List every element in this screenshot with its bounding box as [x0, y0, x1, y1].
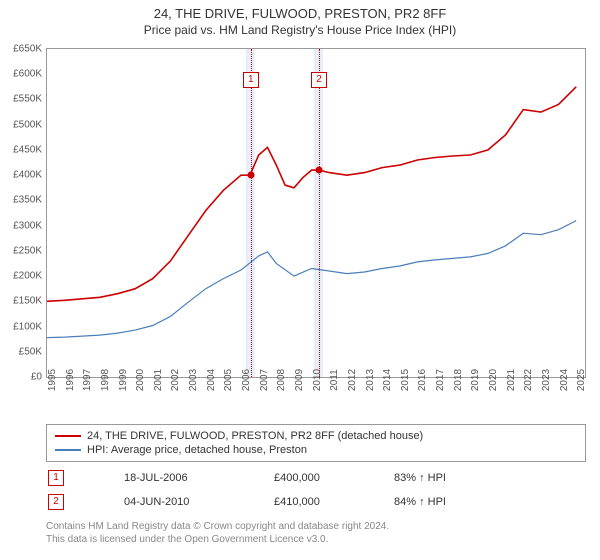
sale-date: 04-JUN-2010	[124, 496, 274, 508]
ytick-label: £100K	[13, 321, 42, 332]
ytick-label: £600K	[13, 69, 42, 80]
sale-marker-label: 2	[311, 72, 327, 88]
sale-hpi: 83% ↑ HPI	[394, 472, 514, 484]
footnote-line1: Contains HM Land Registry data © Crown c…	[46, 520, 586, 533]
sale-date: 18-JUL-2006	[124, 472, 274, 484]
ytick-label: £400K	[13, 170, 42, 181]
ytick-label: £500K	[13, 119, 42, 130]
ytick-label: £50K	[19, 346, 42, 357]
sales-table: 1 18-JUL-2006£400,00083% ↑ HPI 2 04-JUN-201…	[46, 466, 586, 514]
ytick-label: £150K	[13, 296, 42, 307]
footnote: Contains HM Land Registry data © Crown c…	[46, 520, 586, 546]
sale-marker-dot	[315, 167, 322, 174]
sale-hpi: 84% ↑ HPI	[394, 496, 514, 508]
ytick-label: £0	[31, 372, 42, 383]
sale-price: £410,000	[274, 496, 394, 508]
series-line-hpi	[47, 221, 576, 338]
ytick-label: £250K	[13, 245, 42, 256]
sale-marker-dot	[247, 172, 254, 179]
legend-swatch	[55, 449, 81, 451]
ytick-label: £350K	[13, 195, 42, 206]
sale-price: £400,000	[274, 472, 394, 484]
sales-table-row: 2 04-JUN-2010£410,00084% ↑ HPI	[46, 490, 586, 514]
footnote-line2: This data is licensed under the Open Gov…	[46, 533, 586, 546]
legend-row: 24, THE DRIVE, FULWOOD, PRESTON, PR2 8FF…	[55, 429, 577, 443]
chart-subtitle: Price paid vs. HM Land Registry's House …	[0, 21, 600, 41]
sale-marker-label: 1	[243, 72, 259, 88]
legend-row: HPI: Average price, detached house, Pres…	[55, 443, 577, 457]
plot-area	[46, 48, 586, 378]
ytick-label: £650K	[13, 44, 42, 55]
legend-swatch	[55, 435, 81, 437]
ytick-label: £550K	[13, 94, 42, 105]
sale-num-box: 2	[48, 494, 64, 510]
chart-title: 24, THE DRIVE, FULWOOD, PRESTON, PR2 8FF	[0, 0, 600, 21]
legend-label: HPI: Average price, detached house, Pres…	[87, 444, 307, 456]
ytick-label: £200K	[13, 271, 42, 282]
sale-num-box: 1	[48, 470, 64, 486]
ytick-label: £300K	[13, 220, 42, 231]
legend-label: 24, THE DRIVE, FULWOOD, PRESTON, PR2 8FF…	[87, 430, 423, 442]
sales-table-row: 1 18-JUL-2006£400,00083% ↑ HPI	[46, 466, 586, 490]
legend: 24, THE DRIVE, FULWOOD, PRESTON, PR2 8FF…	[46, 424, 586, 462]
ytick-label: £450K	[13, 144, 42, 155]
line-series-svg	[47, 49, 585, 377]
chart-container: 24, THE DRIVE, FULWOOD, PRESTON, PR2 8FF…	[0, 0, 600, 560]
